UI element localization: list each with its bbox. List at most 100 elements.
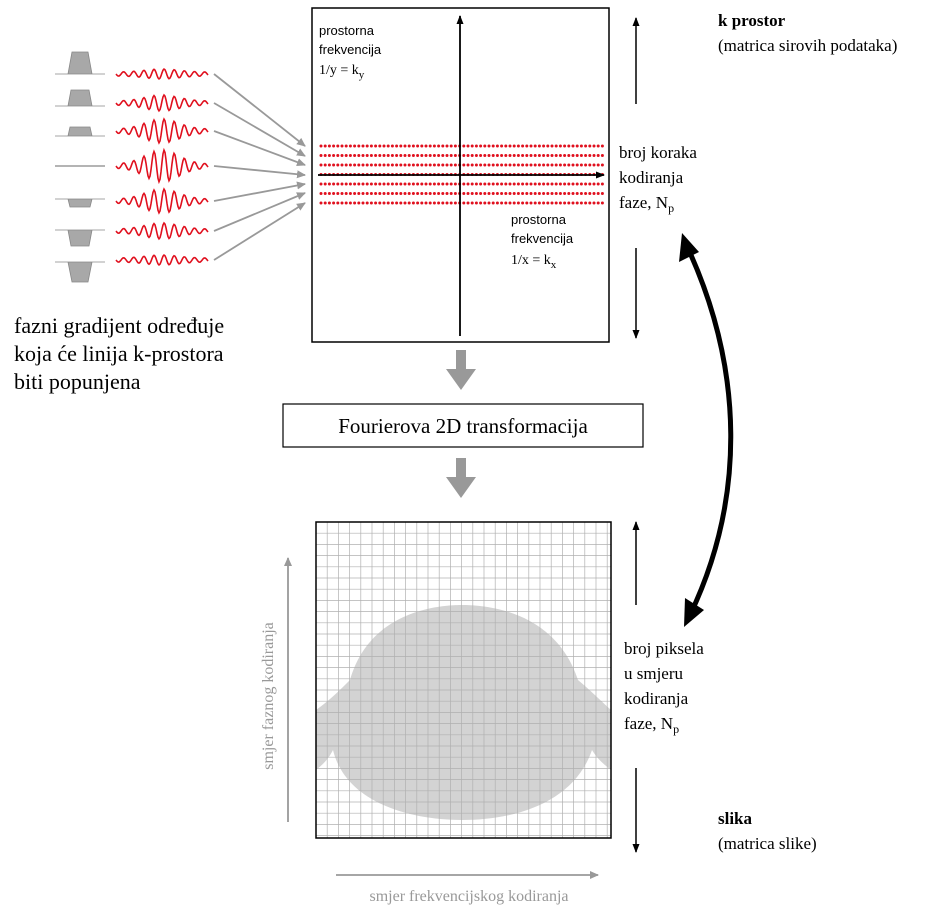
kspace-point	[491, 192, 495, 195]
kspace-point	[495, 144, 499, 148]
kspace-point	[491, 182, 495, 186]
kspace-point	[357, 182, 361, 186]
kspace-point	[432, 192, 436, 195]
kspace-point	[466, 144, 470, 148]
kspace-point	[575, 201, 579, 205]
signal-arrow	[213, 202, 306, 261]
kspace-point	[533, 144, 537, 148]
kspace-point	[483, 201, 487, 205]
kspace-point	[428, 144, 432, 148]
kspace-point	[327, 144, 331, 148]
echo-wave	[115, 253, 209, 267]
kspace-point	[319, 201, 323, 205]
kspace-point	[441, 144, 445, 148]
kspace-point	[495, 182, 499, 186]
frequency-direction-label: smjer frekvencijskog kodiranja	[369, 888, 568, 905]
kspace-point	[470, 192, 474, 195]
kspace-point	[588, 182, 592, 186]
kspace-point	[504, 154, 508, 157]
kspace-point	[416, 201, 420, 205]
pixels-line2: u smjeru	[624, 664, 684, 683]
kspace-point	[600, 201, 604, 205]
kspace-point	[500, 144, 504, 148]
kspace-point	[479, 144, 483, 148]
kspace-point	[319, 182, 323, 186]
phase-direction-label: smjer faznog kodiranja	[260, 622, 277, 770]
kspace-point	[550, 192, 554, 195]
kspace-point	[600, 182, 604, 186]
echo-wave	[115, 67, 209, 81]
kspace-point	[546, 163, 550, 167]
correspondence-double-arrow	[683, 242, 734, 617]
kspace-point	[365, 144, 369, 148]
kspace-point	[420, 192, 424, 195]
kspace-point	[378, 144, 382, 148]
kspace-point	[550, 163, 554, 167]
kspace-point	[567, 163, 571, 167]
down-arrow-to-image	[446, 458, 476, 498]
kspace-point	[521, 163, 525, 167]
kspace-point	[575, 154, 579, 157]
kspace-point	[474, 144, 478, 148]
signal-arrow	[213, 102, 306, 157]
kspace-point	[474, 201, 478, 205]
kspace-point	[579, 144, 583, 148]
kspace-point	[369, 182, 373, 186]
gradient-pulse	[55, 51, 105, 75]
kspace-point	[571, 192, 575, 195]
kspace-point	[474, 192, 478, 195]
kspace-point	[374, 144, 378, 148]
kspace-point	[525, 182, 529, 186]
kspace-point	[558, 182, 562, 186]
kspace-point	[378, 163, 382, 167]
kspace-point	[550, 182, 554, 186]
kspace-point	[533, 192, 537, 195]
kspace-point	[336, 154, 340, 157]
kspace-point	[357, 201, 361, 205]
kspace-point	[323, 154, 327, 157]
kspace-point	[563, 201, 567, 205]
kspace-point	[584, 154, 588, 157]
kspace-point	[462, 144, 466, 148]
kspace-point	[416, 144, 420, 148]
kspace-point	[411, 154, 415, 157]
kspace-point	[437, 201, 441, 205]
kspace-point	[403, 201, 407, 205]
kspace-point	[365, 192, 369, 195]
gradient-caption-line1: fazni gradijent određuje	[14, 313, 224, 338]
kspace-point	[491, 154, 495, 157]
kspace-point	[504, 201, 508, 205]
kspace-point	[336, 192, 340, 195]
kspace-point	[533, 154, 537, 157]
gradient-pulse	[55, 261, 105, 283]
kspace-point	[483, 154, 487, 157]
pixels-line3: kodiranja	[624, 689, 689, 708]
kspace-point	[327, 192, 331, 195]
kspace-point	[537, 201, 541, 205]
kspace-point	[588, 154, 592, 157]
kspace-point	[353, 163, 357, 167]
kspace-point	[437, 192, 441, 195]
kspace-point	[390, 192, 394, 195]
kspace-point	[445, 192, 449, 195]
kspace-point	[592, 163, 596, 167]
kspace-point	[428, 201, 432, 205]
kspace-point	[340, 182, 344, 186]
kspace-point	[403, 182, 407, 186]
correspondence-arrow-head-top	[679, 233, 699, 262]
kspace-point	[344, 144, 348, 148]
kspace-point	[487, 192, 491, 195]
kspace-point	[441, 192, 445, 195]
kspace-point	[563, 154, 567, 157]
kspace-point	[579, 201, 583, 205]
kspace-point	[348, 182, 352, 186]
kspace-point	[567, 144, 571, 148]
kspace-point	[453, 163, 457, 167]
image-content	[316, 522, 611, 838]
kspace-point	[462, 182, 466, 186]
kspace-point	[378, 154, 382, 157]
kspace-point	[344, 192, 348, 195]
kspace-point	[462, 201, 466, 205]
kspace-point	[437, 154, 441, 157]
kspace-point	[504, 182, 508, 186]
